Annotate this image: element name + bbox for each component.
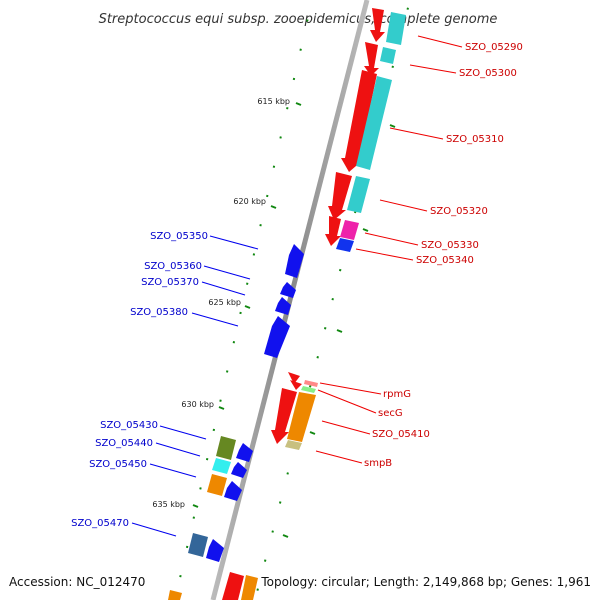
- label-SZO_05370: SZO_05370: [141, 277, 199, 288]
- kbp-label-620: 620 kbp: [233, 197, 266, 206]
- cog-box-SZO_05470: [188, 533, 208, 557]
- gene-SZO_05410: [271, 388, 297, 444]
- cog-box-SZO_05430: [216, 436, 236, 460]
- cog-box-SZO_05310: [356, 76, 392, 170]
- gene-rpmG: [288, 372, 300, 384]
- cog-box-bottom: [241, 575, 258, 600]
- gene-SZO_05490: [222, 572, 244, 600]
- cog-box-SZO_05340: [336, 238, 354, 252]
- label-rpmG: rpmG: [383, 389, 411, 400]
- genome-summary-text: Topology: circular; Length: 2,149,868 bp…: [260, 575, 591, 589]
- cog-box-SZO_05290: [386, 12, 406, 45]
- cog-box-SZO_05300-teal: [380, 47, 396, 64]
- gene-SZO_05450: [224, 481, 242, 501]
- kbp-label-630: 630 kbp: [181, 400, 214, 409]
- kbp-label-625: 625 kbp: [208, 298, 241, 307]
- cog-box-rpmG: [304, 380, 318, 387]
- cog-box-secG: [301, 386, 316, 393]
- gene-SZO_05440: [231, 462, 247, 478]
- gene-secG: [290, 380, 302, 390]
- gene-SZO_05360: [280, 282, 296, 298]
- gene-SZO_05290: [370, 8, 385, 42]
- label-SZO_05450: SZO_05450: [89, 459, 147, 470]
- label-SZO_05330: SZO_05330: [421, 240, 479, 251]
- genome-backbone: [210, 0, 370, 600]
- gene-SZO_05470: [206, 539, 224, 562]
- reverse-strand-genes: [222, 8, 385, 600]
- gene-SZO_05310: [341, 70, 377, 172]
- left-leader-lines: [131, 235, 259, 537]
- label-SZO_05440: SZO_05440: [95, 438, 153, 449]
- kbp-label-635: 635 kbp: [152, 500, 185, 509]
- cog-box-SZO_05450: [207, 474, 227, 496]
- label-SZO_05360: SZO_05360: [144, 261, 202, 272]
- label-SZO_05350: SZO_05350: [150, 231, 208, 242]
- label-SZO_05300: SZO_05300: [459, 68, 517, 79]
- label-SZO_05430: SZO_05430: [100, 420, 158, 431]
- cog-box-SZO_05440: [212, 458, 231, 474]
- gene-SZO_05320: [328, 172, 352, 220]
- left-gene-labels: SZO_05350 SZO_05360 SZO_05370 SZO_05380 …: [71, 231, 208, 529]
- label-SZO_05410: SZO_05410: [372, 429, 430, 440]
- label-smpB: smpB: [364, 458, 392, 469]
- accession-text: Accession: NC_012470: [9, 575, 145, 589]
- forward-cog-boxes: [168, 436, 236, 600]
- right-leader-lines: [315, 35, 463, 464]
- cog-box-smpB: [285, 440, 302, 450]
- gene-SZO_05380: [264, 316, 290, 358]
- gene-SZO_05300: [364, 42, 379, 76]
- gene-SZO_05370: [275, 297, 291, 315]
- label-SZO_05310: SZO_05310: [446, 134, 504, 145]
- reverse-cog-boxes: [241, 12, 406, 600]
- right-gene-labels: SZO_05290 SZO_05300 SZO_05310 SZO_05320 …: [364, 42, 523, 469]
- map-title: Streptococcus equi subsp. zooepidemicus,…: [99, 12, 498, 27]
- label-SZO_05380: SZO_05380: [130, 307, 188, 318]
- cog-box-SZO_05320: [347, 176, 370, 213]
- kbp-tick-marks: [192, 102, 396, 538]
- cog-box-SZO_05330: [340, 220, 359, 240]
- forward-strand-genes: [206, 244, 304, 562]
- label-secG: secG: [378, 408, 403, 419]
- gene-SZO_05350: [285, 244, 304, 278]
- gene-SZO_05330: [325, 216, 341, 246]
- cog-box-bottom-left: [168, 590, 182, 600]
- label-SZO_05320: SZO_05320: [430, 206, 488, 217]
- label-SZO_05340: SZO_05340: [416, 255, 474, 266]
- kbp-label-615: 615 kbp: [257, 97, 290, 106]
- gene-SZO_05430: [236, 443, 253, 462]
- outer-scale-ring: [254, 0, 411, 600]
- label-SZO_05470: SZO_05470: [71, 518, 129, 529]
- label-SZO_05290: SZO_05290: [465, 42, 523, 53]
- cog-box-SZO_05410: [287, 392, 316, 442]
